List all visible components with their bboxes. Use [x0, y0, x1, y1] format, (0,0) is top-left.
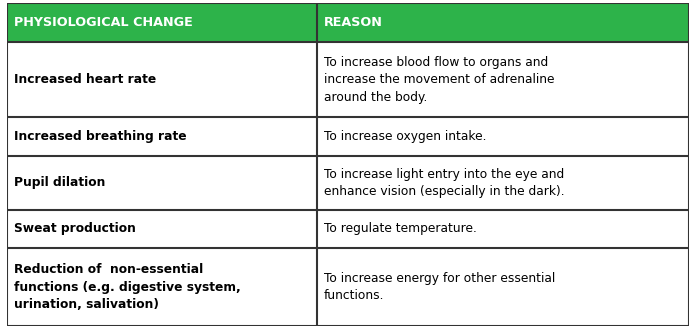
Text: To increase blood flow to organs and
increase the movement of adrenaline
around : To increase blood flow to organs and inc…	[324, 56, 555, 104]
Text: PHYSIOLOGICAL CHANGE: PHYSIOLOGICAL CHANGE	[14, 16, 193, 29]
Text: To increase light entry into the eye and
enhance vision (especially in the dark): To increase light entry into the eye and…	[324, 167, 564, 198]
Bar	[7, 117, 689, 156]
Text: Increased heart rate: Increased heart rate	[14, 73, 156, 86]
Text: To increase energy for other essential
functions.: To increase energy for other essential f…	[324, 272, 555, 302]
Text: Pupil dilation: Pupil dilation	[14, 176, 105, 189]
Bar	[7, 210, 689, 248]
Text: Sweat production: Sweat production	[14, 222, 136, 236]
Bar	[7, 156, 689, 210]
Bar	[7, 3, 689, 42]
Text: Reduction of  non-essential
functions (e.g. digestive system,
urination, salivat: Reduction of non-essential functions (e.…	[14, 263, 241, 311]
Text: Increased breathing rate: Increased breathing rate	[14, 130, 187, 143]
Bar	[7, 42, 689, 117]
Text: To increase oxygen intake.: To increase oxygen intake.	[324, 130, 487, 143]
Text: REASON: REASON	[324, 16, 383, 29]
Text: To regulate temperature.: To regulate temperature.	[324, 222, 477, 236]
Bar	[7, 248, 689, 326]
